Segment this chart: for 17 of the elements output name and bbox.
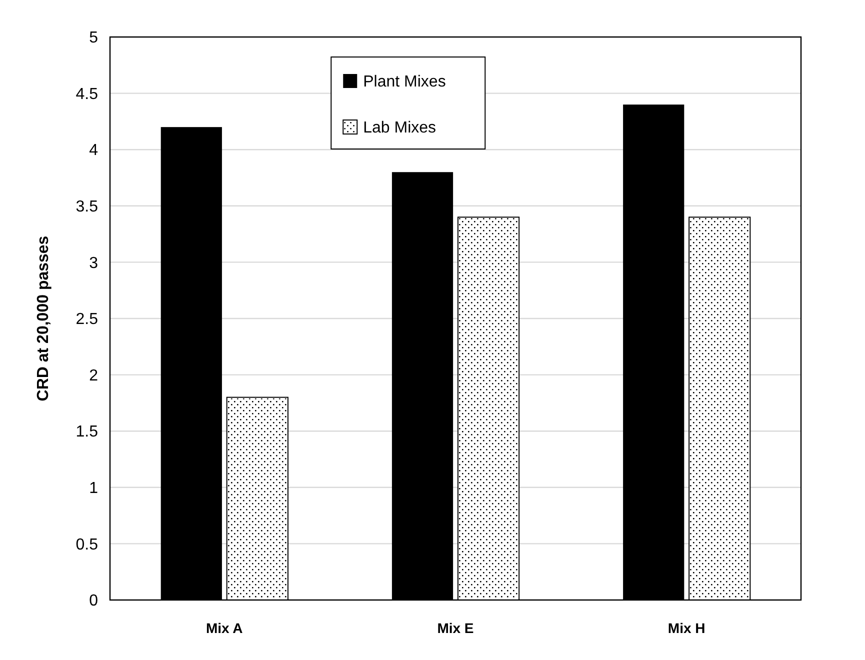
y-tick-label: 5 [89, 30, 98, 47]
y-tick-label: 2.5 [76, 311, 98, 328]
x-tick-label: Mix H [668, 620, 706, 636]
y-tick-label: 1 [89, 480, 98, 497]
y-tick-label: 2 [89, 367, 98, 384]
x-tick-label: Mix E [437, 620, 474, 636]
x-tick-label: Mix A [206, 620, 243, 636]
y-tick-label: 4 [89, 142, 98, 160]
y-tick-label: 1.5 [76, 424, 98, 441]
legend-label: Plant Mixes [363, 74, 446, 91]
y-tick-label: 3 [89, 254, 98, 272]
y-tick-label: 4.5 [76, 86, 98, 103]
y-tick-label: 3.5 [76, 198, 98, 216]
y-tick-label: 0 [89, 592, 98, 610]
y-tick-label: 0.5 [76, 536, 98, 554]
legend-label: Lab Mixes [363, 120, 436, 137]
y-axis-title: CRD at 20,000 passes [35, 236, 52, 402]
